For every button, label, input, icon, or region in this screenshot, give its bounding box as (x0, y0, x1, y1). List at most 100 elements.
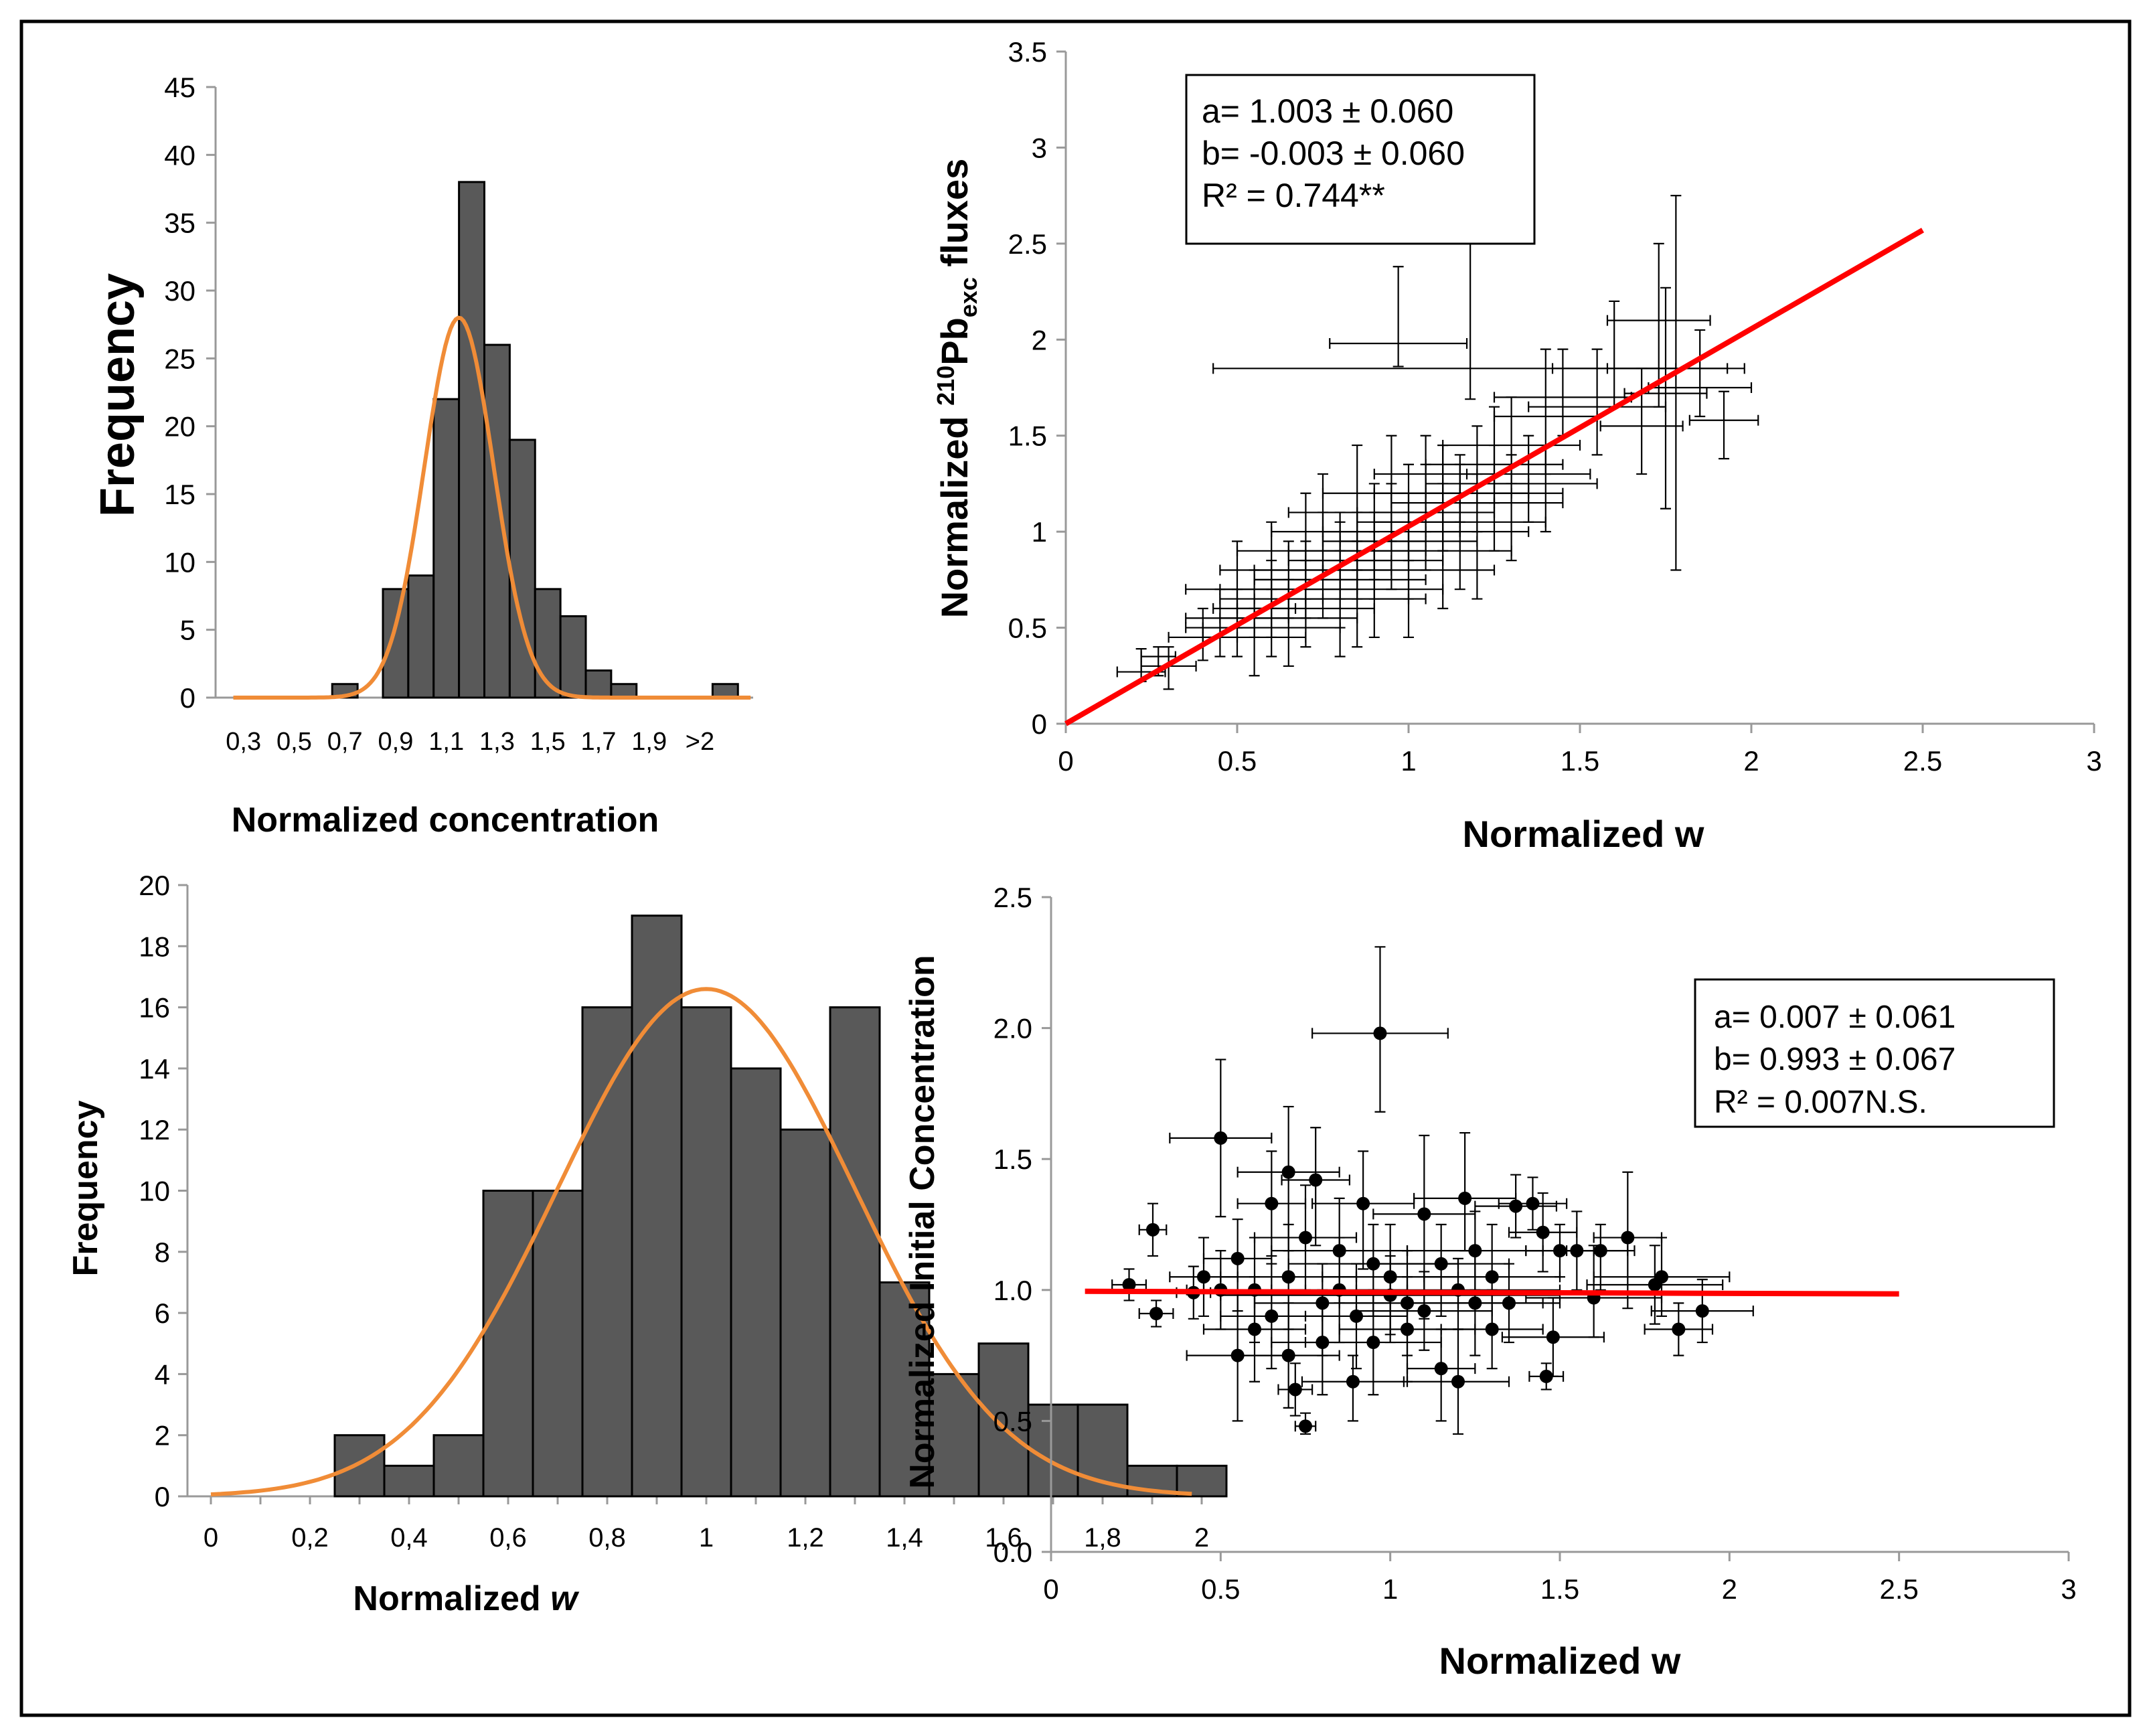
histogram-bar (532, 1190, 584, 1498)
y-tick-label: 2.5 (1008, 228, 1047, 260)
normal-fit-curve (233, 315, 751, 700)
y-tick-label: 1 (1032, 516, 1047, 548)
y-tick-label: 20 (164, 411, 195, 443)
data-point (1672, 1322, 1686, 1336)
y-axis-title: Normalized 210Pbexc fluxes (932, 159, 982, 619)
x-tick-label: 1 (699, 1523, 714, 1553)
data-point (1230, 1251, 1245, 1265)
data-point (1346, 1374, 1360, 1389)
y-axis-title-prefix: Normalized (933, 406, 975, 618)
x-tick-label: 1,4 (886, 1523, 923, 1553)
error-bar (1185, 540, 1289, 629)
y-tick-label: 0.5 (1008, 613, 1047, 644)
y-tick-label: 0.5 (993, 1405, 1032, 1437)
y-tick-label: 14 (139, 1053, 170, 1085)
error-bar (1373, 444, 1512, 552)
y-tick-label: 0 (155, 1481, 170, 1512)
data-point (1281, 1348, 1295, 1362)
x-tick-label: 0 (1058, 745, 1073, 777)
histogram-bar (432, 398, 461, 699)
error-bar (1373, 435, 1478, 533)
histogram-bar (458, 181, 485, 699)
data-point (1417, 1207, 1431, 1221)
x-tick-label: 0,9 (378, 728, 414, 756)
y-tick-label: 6 (155, 1297, 170, 1329)
y-tick-label: 3 (1032, 132, 1047, 163)
data-point (1593, 1244, 1607, 1258)
y-axis-title: Frequency (66, 1100, 105, 1276)
data-point (1288, 1383, 1302, 1397)
data-point (1526, 1196, 1540, 1210)
data-point (1197, 1270, 1210, 1284)
x-axis-title: Normalized w (353, 1579, 580, 1618)
x-tick-label: 2 (1722, 1573, 1737, 1605)
y-axis-title: Frequency (91, 273, 145, 517)
data-point (1309, 1173, 1323, 1187)
y-tick-label: 2 (1032, 324, 1047, 356)
x-tick-label: 1.5 (1540, 1573, 1579, 1605)
data-point (1332, 1244, 1346, 1258)
histogram-bar (482, 1190, 534, 1498)
y-tick-label: 30 (164, 275, 195, 307)
histogram-bar (534, 588, 562, 699)
data-point (1451, 1374, 1465, 1389)
data-point (1122, 1277, 1136, 1291)
data-point (1509, 1199, 1523, 1213)
error-bar (1599, 368, 1684, 475)
data-point (1299, 1419, 1312, 1433)
y-tick-label: 10 (164, 546, 195, 578)
histogram-bar (977, 1342, 1030, 1498)
x-tick-label: 1,6 (985, 1523, 1022, 1553)
y-tick-label: 40 (164, 139, 195, 171)
data-point (1458, 1191, 1472, 1205)
y-tick-label: 18 (139, 931, 170, 962)
normal-fit-curve (210, 987, 1192, 1497)
x-tick-label: 0,2 (291, 1523, 329, 1553)
y-axis-title-subscript: exc (955, 277, 982, 317)
data-point (1316, 1296, 1330, 1310)
data-point (1485, 1270, 1499, 1284)
histogram-bar (878, 1281, 931, 1498)
data-point (1417, 1304, 1431, 1318)
histogram-bar (610, 683, 638, 699)
y-tick-label: 2.5 (993, 882, 1032, 913)
x-tick-label: 0 (1043, 1573, 1058, 1605)
x-tick-label: 1.5 (1561, 745, 1599, 777)
scatter-concentration: 0.0 0.5 1.0 1.5 2.0 2.5 0 0.5 1 1.5 2 2.5 3 a= 0.007 … (903, 882, 2077, 1682)
x-tick-label: 2.5 (1903, 745, 1942, 777)
x-tick-label: 1,8 (1084, 1523, 1121, 1553)
annotation-slope: a= 0.007 ± 0.061 (1714, 1000, 1956, 1035)
histogram-bar (1176, 1464, 1228, 1498)
histogram-bar (829, 1006, 881, 1498)
annotation-slope: a= 1.003 ± 0.060 (1202, 92, 1453, 130)
data-point (1146, 1222, 1160, 1237)
x-tick-label: 0,5 (276, 728, 312, 756)
data-point (1149, 1307, 1164, 1321)
y-tick-label: 8 (155, 1237, 170, 1268)
regression-line (1064, 228, 1924, 726)
error-bar (1493, 444, 1598, 533)
histogram-bar (333, 1434, 386, 1498)
data-point (1356, 1196, 1370, 1210)
histogram-bar (711, 683, 739, 699)
error-bar (1551, 300, 1677, 408)
x-tick-label: 1 (1401, 745, 1416, 777)
x-tick-label: 3 (2086, 745, 2101, 777)
x-tick-label: 2 (1743, 745, 1759, 777)
x-tick-label: 1,2 (787, 1523, 824, 1553)
y-tick-label: 2 (155, 1420, 170, 1451)
histogram-bar (383, 1464, 435, 1498)
data-point (1281, 1270, 1295, 1284)
error-bar (1305, 540, 1410, 648)
x-tick-label: 0,4 (390, 1523, 428, 1553)
regression-line (1085, 1288, 1899, 1297)
data-point (1265, 1309, 1279, 1323)
histogram-bar (483, 343, 511, 699)
error-bar (1202, 588, 1341, 657)
data-point (1546, 1330, 1560, 1344)
annotation-r2: R² = 0.744** (1202, 177, 1385, 214)
histogram-bar (779, 1128, 831, 1498)
y-tick-label: 20 (139, 870, 170, 901)
y-axis-title-element: Pb (933, 317, 975, 366)
histogram-bar (407, 574, 435, 699)
